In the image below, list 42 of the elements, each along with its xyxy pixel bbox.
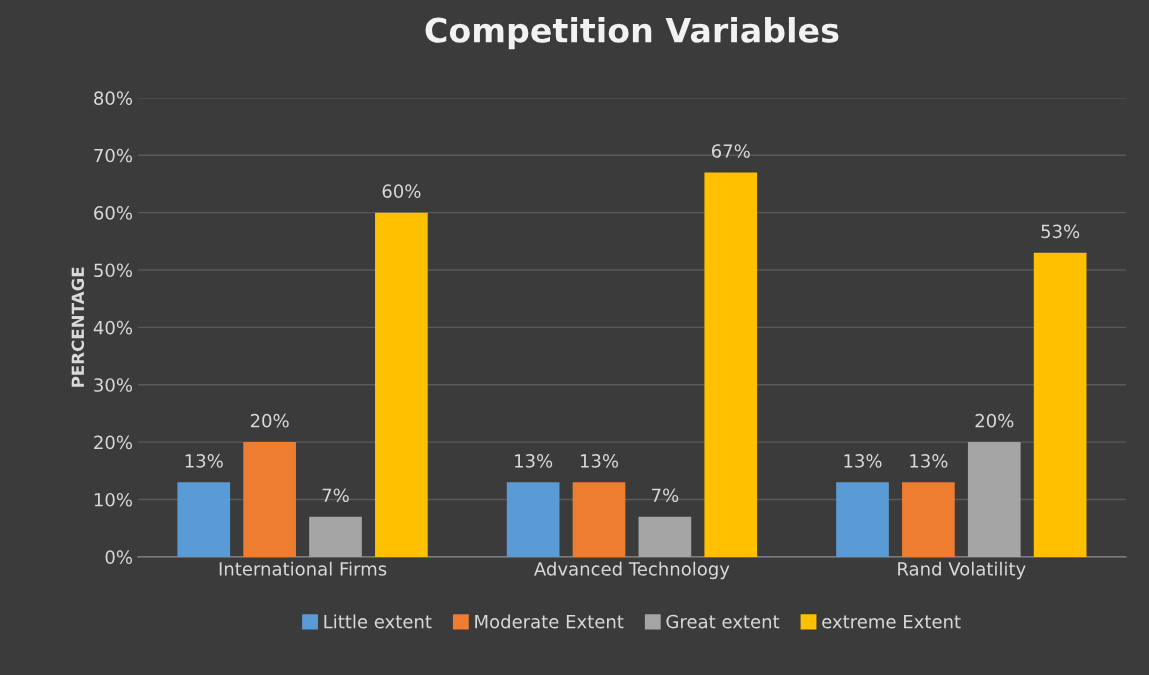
data-label: 13% [185, 454, 223, 468]
data-label: 13% [844, 454, 882, 468]
y-tick-label: 80% [94, 91, 133, 105]
data-label: 13% [580, 454, 619, 468]
y-tick-label: 50% [94, 263, 133, 278]
data-label: 13% [910, 454, 948, 468]
chart-title: Competition Variables [425, 16, 839, 50]
bar [177, 482, 231, 557]
data-label: 13% [515, 454, 553, 468]
data-label: 20% [250, 413, 289, 428]
y-tick-label: 30% [94, 378, 133, 392]
y-tick-label: 60% [94, 206, 133, 220]
bar [902, 482, 955, 557]
y-tick-label: 20% [94, 435, 133, 450]
bar [1033, 252, 1087, 557]
x-tick-label: Advanced Technology [534, 561, 730, 580]
data-label: 7% [322, 488, 349, 503]
y-tick-label: 0% [105, 550, 133, 564]
data-label: 20% [975, 413, 1014, 428]
bar [967, 442, 1021, 557]
y-tick-label: 10% [94, 492, 133, 507]
data-label: 67% [711, 144, 750, 158]
legend-label: Little extent [324, 614, 432, 629]
bar [704, 172, 758, 557]
legend-label: extreme Extent [822, 614, 961, 629]
y-tick-label: 70% [94, 148, 133, 163]
y-axis-title: PERCENTAGE [71, 267, 85, 387]
bar [836, 482, 889, 557]
x-tick-label: International Firms [219, 561, 387, 576]
bar [309, 516, 362, 557]
data-label: 7% [652, 488, 679, 503]
data-label: 53% [1041, 224, 1080, 239]
legend-label: Great extent [666, 614, 780, 629]
bar [243, 442, 296, 557]
y-tick-label: 40% [93, 320, 133, 335]
x-tick-label: Rand Volatility [898, 561, 1026, 580]
legend-label: Moderate Extent [475, 614, 624, 629]
bar [572, 482, 626, 557]
bar [506, 482, 560, 557]
bar [375, 212, 428, 557]
bar [638, 516, 692, 557]
data-label: 60% [382, 184, 421, 199]
